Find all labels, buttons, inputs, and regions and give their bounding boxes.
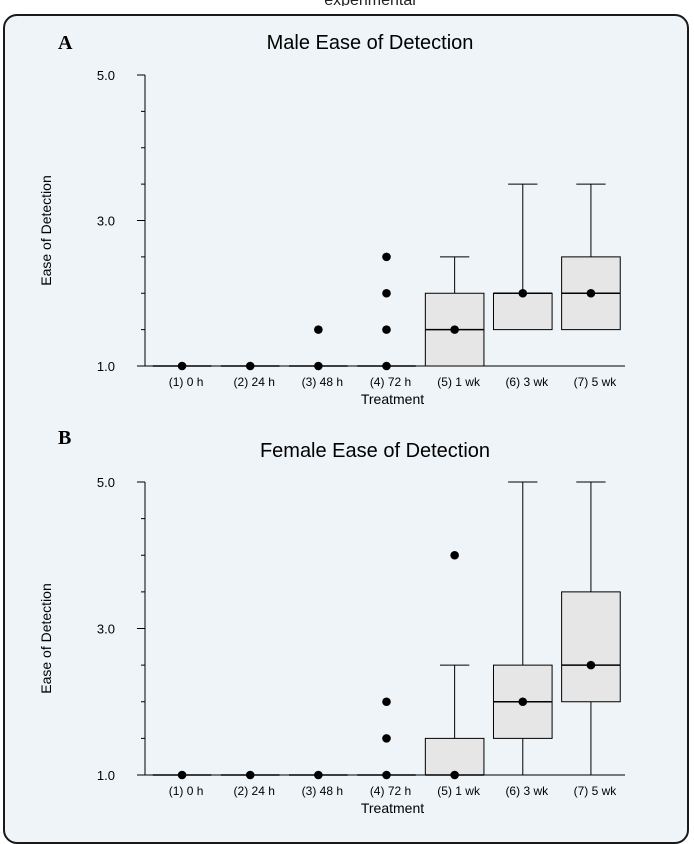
y-tick-label: 3.0 xyxy=(97,622,115,637)
panel-letter: B xyxy=(58,427,71,449)
outlier-point xyxy=(450,550,459,560)
figure-frame xyxy=(3,14,689,844)
box-body xyxy=(424,737,485,776)
box-3 xyxy=(289,325,348,371)
mean-point xyxy=(586,660,596,670)
y-tick-label: 1.0 xyxy=(97,768,115,783)
box-4 xyxy=(357,697,416,780)
y-tick-label: 3.0 xyxy=(97,214,115,229)
panel-letter: A xyxy=(58,32,73,54)
category-label: (3) 48 h xyxy=(302,784,343,798)
category-label: (1) 0 h xyxy=(169,784,204,798)
box-2 xyxy=(220,770,280,780)
top-strip: experimental xyxy=(0,0,694,14)
x-axis-label: Treatment xyxy=(361,800,424,816)
mean-point xyxy=(177,361,187,371)
y-tick-label: 1.0 xyxy=(97,359,115,374)
mean-point xyxy=(245,770,255,780)
category-label: (5) 1 wk xyxy=(437,375,481,389)
outlier-point xyxy=(314,325,323,334)
chart-panel-b: B Female Ease of Detection 1.0 3.0 5.0 Ease o… xyxy=(38,427,625,816)
mean-point xyxy=(518,288,528,298)
y-axis-label: Ease of Detection xyxy=(38,175,54,286)
chart-panel-a: A Male Ease of Detection 1.0 3.0 5.0 Ease of … xyxy=(38,32,625,407)
box-5 xyxy=(424,256,485,367)
mean-point xyxy=(586,288,596,298)
chart-title: Female Ease of Detection xyxy=(260,440,490,462)
mean-point xyxy=(382,770,391,780)
category-label: (7) 5 wk xyxy=(574,784,618,798)
mean-point xyxy=(177,770,187,780)
mean-point xyxy=(518,697,528,707)
category-label: (2) 24 h xyxy=(234,784,275,798)
category-label: (4) 72 h xyxy=(370,375,411,389)
box-7 xyxy=(561,481,621,776)
mean-point xyxy=(314,361,323,371)
box-4 xyxy=(357,252,416,371)
box-5 xyxy=(424,550,485,780)
y-axis-label: Ease of Detection xyxy=(38,583,54,694)
y-tick-label: 5.0 xyxy=(97,68,115,83)
outlier-point xyxy=(382,734,391,743)
box-body xyxy=(561,591,621,703)
box-1 xyxy=(152,770,212,780)
chart-title: Male Ease of Detection xyxy=(267,32,474,54)
box-1 xyxy=(152,361,212,371)
mean-point xyxy=(245,361,255,371)
y-tick-label: 5.0 xyxy=(97,475,115,490)
box-7 xyxy=(561,183,621,331)
category-label: (6) 3 wk xyxy=(505,784,549,798)
box-6 xyxy=(492,183,553,331)
mean-point xyxy=(450,770,459,780)
outlier-point xyxy=(382,325,391,334)
category-label: (2) 24 h xyxy=(234,375,275,389)
category-label: (6) 3 wk xyxy=(505,375,549,389)
outlier-point xyxy=(382,288,391,298)
category-label: (3) 48 h xyxy=(302,375,343,389)
mean-point xyxy=(450,325,459,334)
outlier-point xyxy=(382,252,391,262)
category-label: (7) 5 wk xyxy=(574,375,618,389)
category-label: (4) 72 h xyxy=(370,784,411,798)
category-label: (1) 0 h xyxy=(169,375,204,389)
figure-top-caption: experimental xyxy=(270,0,470,6)
x-axis-label: Treatment xyxy=(361,391,424,407)
box-body xyxy=(492,292,553,331)
box-6 xyxy=(492,481,553,776)
category-label: (5) 1 wk xyxy=(437,784,481,798)
box-3 xyxy=(289,770,348,780)
mean-point xyxy=(382,361,391,371)
outlier-point xyxy=(382,697,391,707)
mean-point xyxy=(314,770,323,780)
box-2 xyxy=(220,361,280,371)
